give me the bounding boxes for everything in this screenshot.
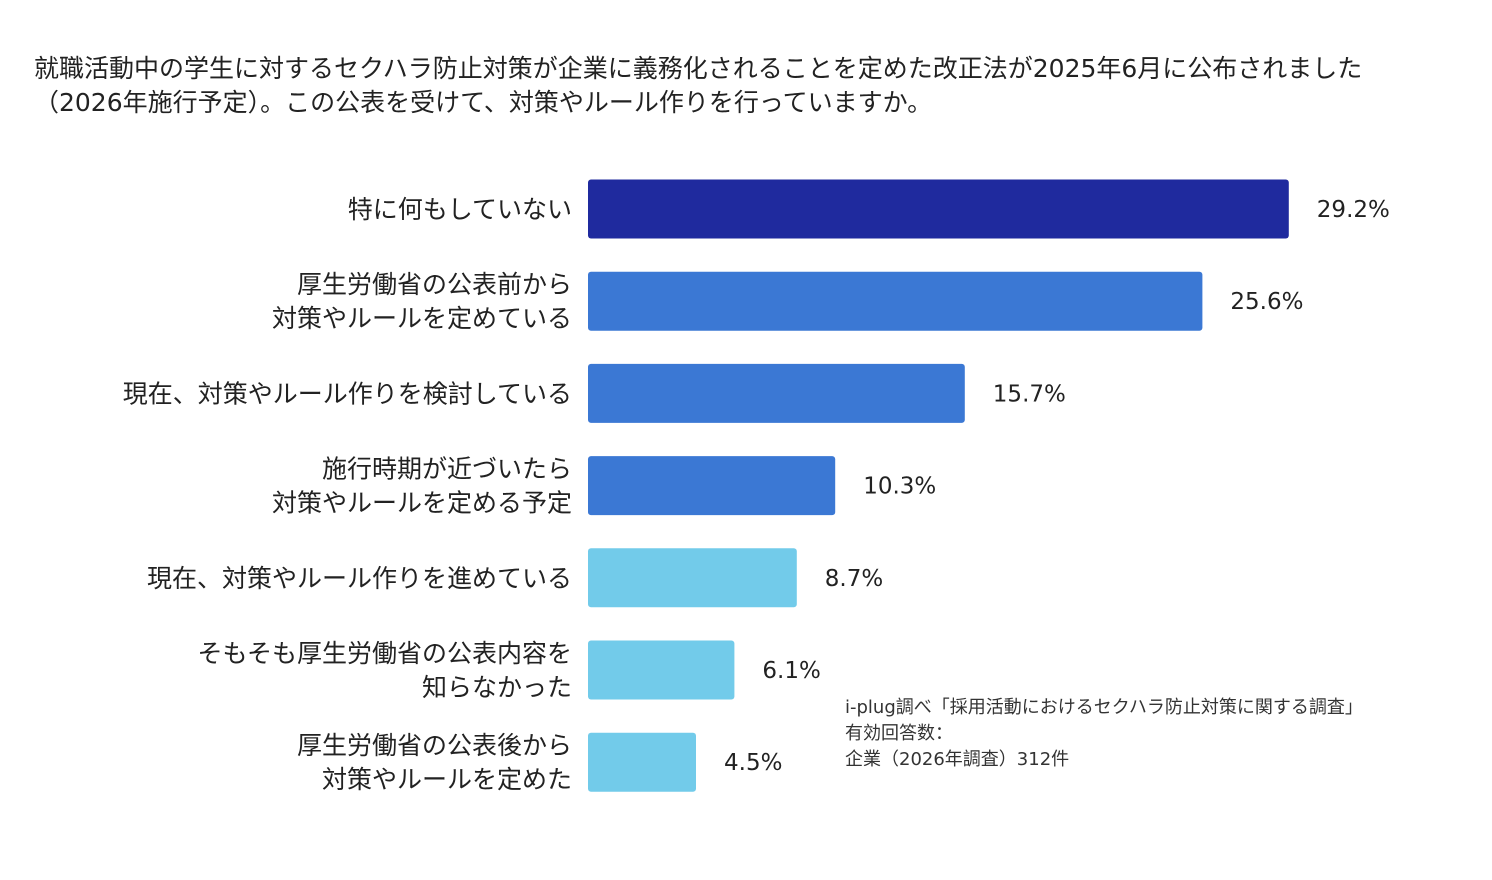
category-label-line: 施行時期が近づいたら [322, 455, 572, 484]
source-line-2: 有効回答数： [845, 723, 953, 744]
source-note: i-plug調べ「採用活動におけるセクハラ防止対策に関する調査」 有効回答数： … [845, 695, 1363, 773]
value-label-7: 4.5% [724, 750, 782, 776]
source-line-3: 企業（2026年調査）312件 [845, 749, 1070, 770]
category-label-2: 厚生労働省の公表前から対策やルールを定めている [272, 270, 572, 333]
category-label-line: 厚生労働省の公表前から [297, 270, 572, 299]
value-label-4: 10.3% [863, 474, 936, 500]
value-label-1: 29.2% [1317, 197, 1390, 223]
category-label-4: 施行時期が近づいたら対策やルールを定める予定 [272, 455, 572, 518]
value-label-2: 25.6% [1230, 289, 1303, 315]
bar-6 [588, 640, 735, 700]
category-label-line: 対策やルールを定めた [322, 765, 572, 794]
bar-2 [588, 271, 1203, 331]
category-label-line: 対策やルールを定めている [272, 304, 572, 333]
category-labels: 特に何もしていない厚生労働省の公表前から対策やルールを定めている現在、対策やルー… [123, 195, 572, 794]
bar-5 [588, 548, 797, 608]
value-labels: 29.2% 25.6% 15.7% 10.3% 8.7% 6.1% 4.5% [724, 197, 1390, 776]
source-line-1: i-plug調べ「採用活動におけるセクハラ防止対策に関する調査」 [845, 697, 1363, 718]
category-label-line: 現在、対策やルール作りを進めている [147, 564, 572, 593]
category-label-line: 知らなかった [422, 673, 572, 702]
bars-layer [588, 179, 1289, 792]
category-label-3: 現在、対策やルール作りを検討している [123, 379, 572, 408]
bar-1 [588, 179, 1289, 239]
category-label-5: 現在、対策やルール作りを進めている [147, 564, 572, 593]
category-label-line: 厚生労働省の公表後から [297, 731, 572, 760]
value-label-6: 6.1% [762, 658, 820, 684]
survey-question: 就職活動中の学生に対するセクハラ防止対策が企業に義務化されることを定めた改正法が… [34, 54, 1363, 117]
value-label-5: 8.7% [825, 566, 883, 592]
category-label-line: そもそも厚生労働省の公表内容を [197, 639, 572, 668]
category-label-line: 対策やルールを定める予定 [272, 489, 572, 518]
value-label-3: 15.7% [993, 381, 1066, 407]
category-label-1: 特に何もしていない [348, 195, 572, 224]
category-label-6: そもそも厚生労働省の公表内容を知らなかった [197, 639, 572, 702]
bar-4 [588, 456, 836, 516]
category-label-line: 現在、対策やルール作りを検討している [123, 379, 572, 408]
category-label-line: 特に何もしていない [348, 195, 572, 224]
category-label-7: 厚生労働省の公表後から対策やルールを定めた [297, 731, 572, 794]
bar-7 [588, 732, 696, 792]
bar-3 [588, 363, 965, 423]
